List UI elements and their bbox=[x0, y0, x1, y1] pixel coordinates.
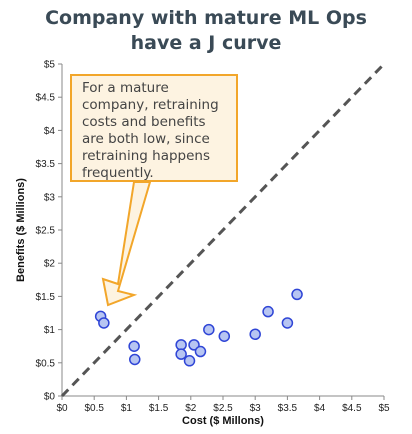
data-point bbox=[281, 317, 294, 329]
data-point bbox=[249, 328, 261, 340]
y-tick-label: $1.5 bbox=[36, 292, 56, 303]
data-point bbox=[98, 317, 110, 329]
y-tick-label: $1 bbox=[44, 325, 56, 336]
annotation-line: costs and benefits bbox=[82, 114, 206, 130]
chart-title-line-1: Company with mature ML Ops bbox=[45, 7, 367, 29]
diagonal-line bbox=[60, 62, 386, 398]
callout-arrow bbox=[101, 181, 152, 307]
x-tick-label: $2.5 bbox=[213, 403, 233, 414]
data-point bbox=[203, 323, 215, 336]
annotation-line: are both low, since bbox=[82, 131, 210, 147]
x-axis-title: Cost ($ Millons) bbox=[182, 415, 264, 427]
x-tick-label: $4.5 bbox=[342, 403, 362, 414]
x-tick-label: $3.5 bbox=[278, 403, 298, 414]
data-point bbox=[183, 355, 196, 367]
diagonal-reference-line bbox=[60, 62, 386, 398]
annotation-line: retraining happens bbox=[82, 148, 211, 164]
x-tick-label: $0 bbox=[56, 403, 68, 414]
x-tick-label: $0.5 bbox=[84, 403, 104, 414]
data-point bbox=[262, 305, 274, 318]
annotation-line: frequently. bbox=[82, 165, 154, 181]
axes: $0 $0.5 $1 $1.5 $2 $2.5 $3 $3.5 $4 $4.5 $5 $0 $0.5 $1… bbox=[36, 60, 390, 415]
data-point bbox=[175, 339, 187, 351]
y-tick-label: $2.5 bbox=[36, 226, 56, 237]
x-tick-label: $2 bbox=[185, 403, 197, 414]
chart-title: Company with mature ML Ops have a J curv… bbox=[0, 6, 412, 56]
x-tick-label: $1 bbox=[121, 403, 133, 414]
y-tick-label: $2 bbox=[44, 259, 56, 270]
x-tick-label: $4 bbox=[314, 403, 326, 414]
y-tick-label: $0.5 bbox=[36, 358, 56, 369]
data-point bbox=[129, 353, 141, 366]
chart-title-line-2: have a J curve bbox=[130, 32, 282, 54]
data-point bbox=[194, 345, 207, 358]
y-tick-label: $5 bbox=[44, 60, 56, 71]
annotation-line: For a mature bbox=[82, 80, 169, 96]
x-tick-label: $1.5 bbox=[149, 403, 169, 414]
y-tick-label: $3.5 bbox=[36, 159, 56, 170]
y-axis-title: Benefits ($ Millions) bbox=[15, 178, 27, 282]
data-point bbox=[291, 288, 303, 301]
annotation-line: company, retraining bbox=[82, 97, 219, 113]
arrow-shape bbox=[101, 181, 152, 307]
y-tick-label: $4 bbox=[44, 126, 56, 137]
y-tick-label: $4.5 bbox=[36, 93, 56, 104]
y-tick-label: $0 bbox=[44, 392, 56, 403]
data-points bbox=[94, 288, 303, 367]
x-tick-label: $5 bbox=[378, 403, 390, 414]
annotation-callout: For a mature company, retraining costs a… bbox=[70, 74, 238, 182]
data-point bbox=[218, 330, 231, 342]
data-point bbox=[175, 348, 187, 360]
x-tick-label: $3 bbox=[250, 403, 262, 414]
y-tick-label: $3 bbox=[44, 192, 56, 203]
data-point bbox=[128, 340, 140, 352]
